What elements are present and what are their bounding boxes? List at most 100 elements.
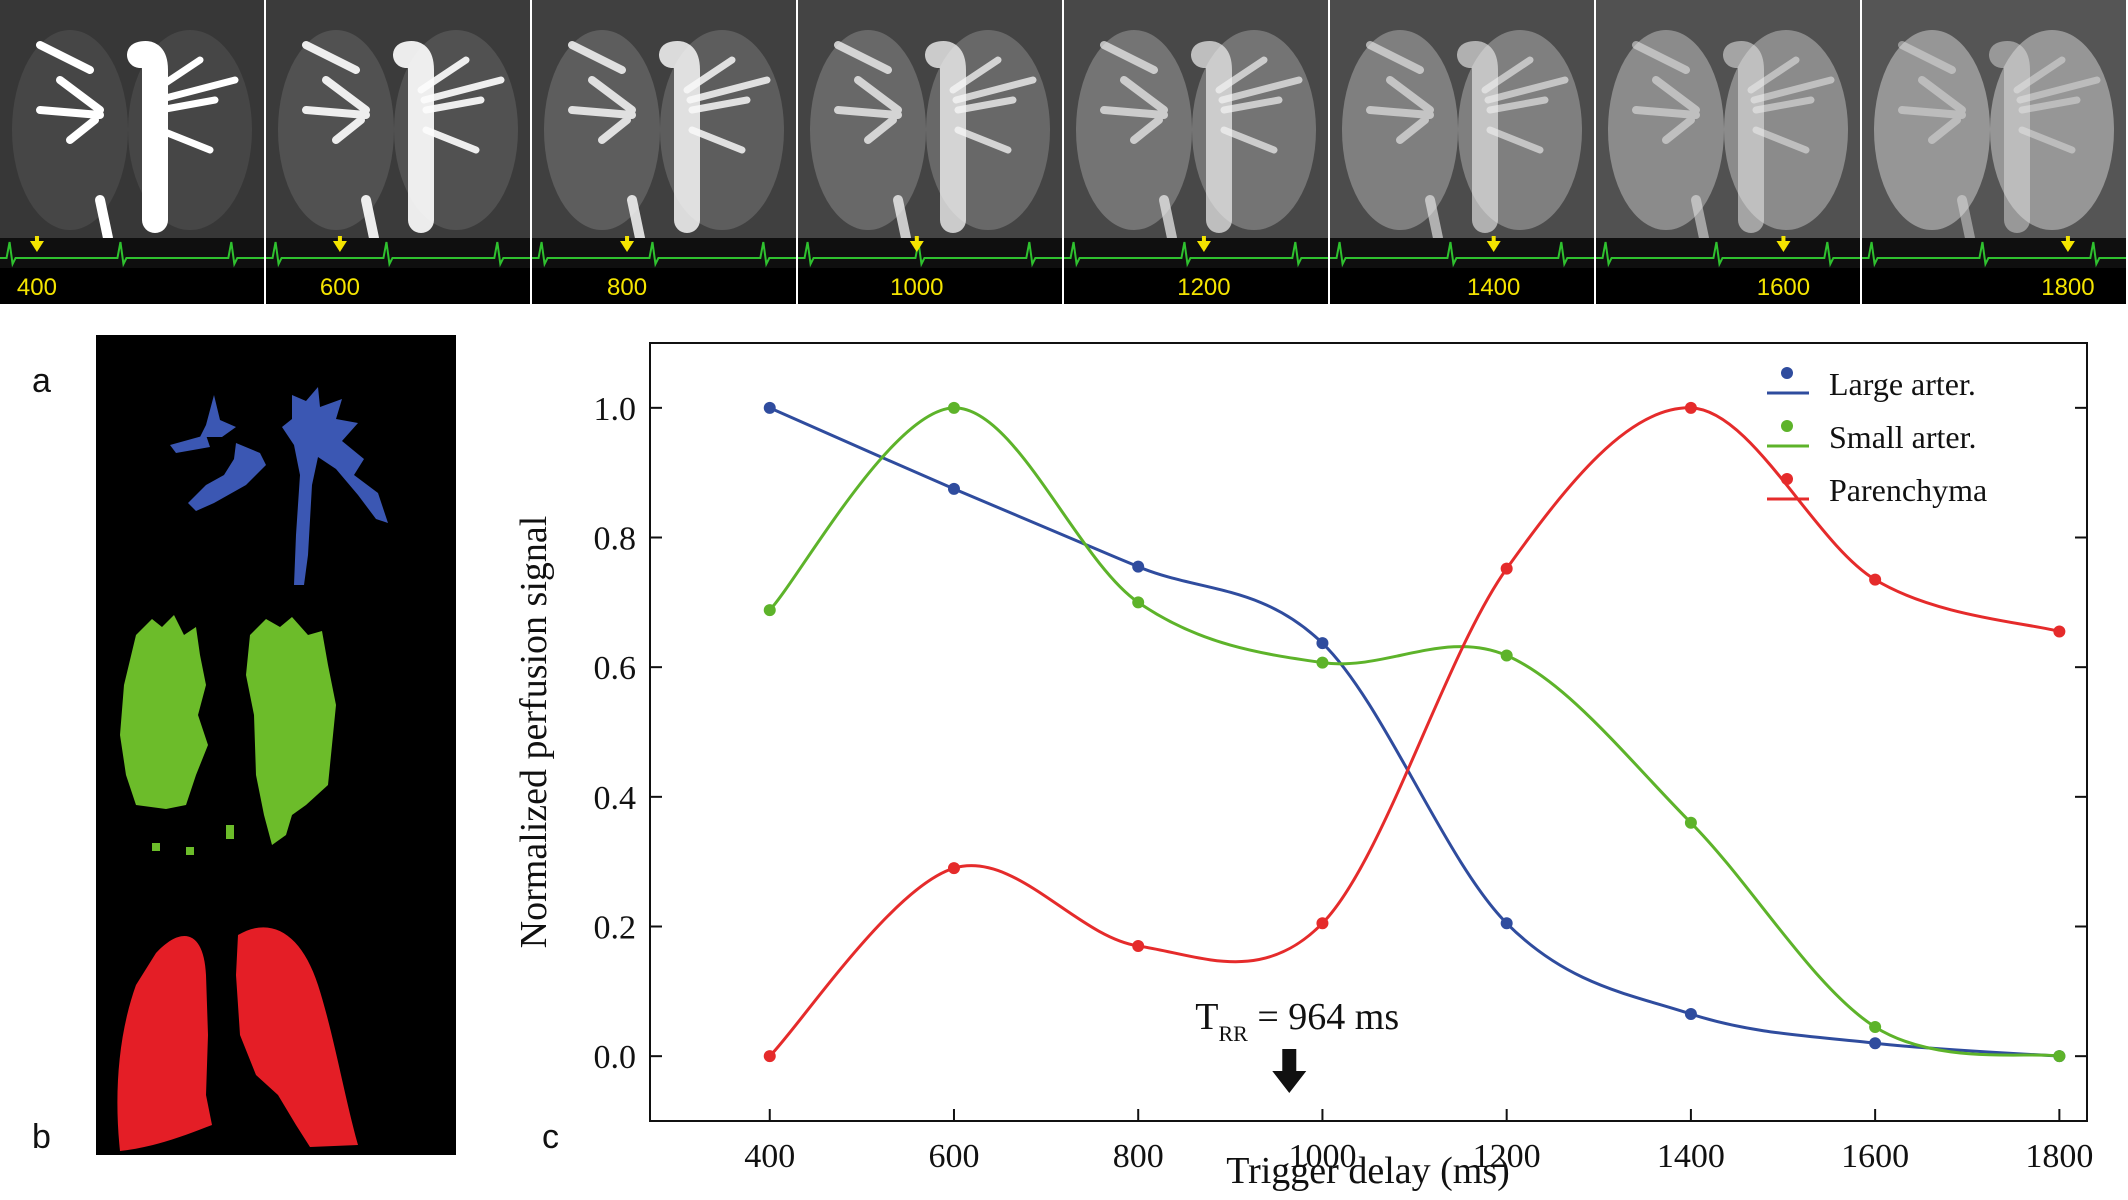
data-point-parenchyma bbox=[947, 862, 960, 875]
frame-delay-label: 600 bbox=[320, 274, 360, 301]
data-point-small-arter bbox=[1316, 656, 1329, 669]
trigger-arrow-icon bbox=[1196, 241, 1211, 252]
data-point-small-arter bbox=[1684, 816, 1697, 829]
frame-delay-label: 1800 bbox=[2041, 274, 2094, 301]
trigger-arrow-icon bbox=[29, 241, 44, 252]
lung-left-shape bbox=[1608, 30, 1724, 230]
data-point-parenchyma bbox=[1684, 401, 1697, 414]
ecg-trace bbox=[1064, 241, 1328, 268]
ecg-strip bbox=[1330, 238, 1594, 268]
y-tick-label: 1.0 bbox=[594, 391, 637, 428]
vessel-tree bbox=[36, 41, 239, 243]
legend-entry: Large arter. bbox=[1767, 366, 1976, 402]
series-line-large-arter bbox=[769, 406, 2060, 1058]
frame-delay-label: 1000 bbox=[890, 274, 943, 301]
mri-frame: 800 bbox=[532, 0, 796, 304]
legend-entry: Parenchyma bbox=[1767, 472, 1987, 508]
data-point-small-arter bbox=[1132, 596, 1145, 609]
data-point-parenchyma bbox=[2053, 625, 2066, 638]
legend-label: Small arter. bbox=[1829, 419, 1977, 455]
data-point-parenchyma bbox=[1500, 562, 1513, 575]
y-tick-label: 0.2 bbox=[594, 910, 637, 947]
trigger-arrow-icon bbox=[620, 241, 635, 252]
data-point-parenchyma bbox=[1316, 917, 1329, 930]
vessel-tree bbox=[568, 41, 771, 243]
y-axis-title: Normalized perfusion signal bbox=[513, 516, 555, 949]
y-tick-label: 0.8 bbox=[594, 521, 637, 558]
x-tick-label: 400 bbox=[744, 1138, 795, 1175]
mri-frame: 1200 bbox=[1064, 0, 1328, 304]
vessel-tree bbox=[1632, 41, 1835, 243]
frame-delay-label: 1600 bbox=[1757, 274, 1810, 301]
mri-frame: 1800 bbox=[1862, 0, 2126, 304]
x-tick-label: 1200 bbox=[1473, 1138, 1541, 1175]
data-point-large-arter bbox=[947, 482, 960, 495]
data-point-small-arter bbox=[2053, 1050, 2066, 1063]
legend-marker bbox=[1781, 473, 1793, 485]
x-tick-label: 1800 bbox=[2025, 1138, 2093, 1175]
frame-delay-label: 1400 bbox=[1467, 274, 1520, 301]
ecg-strip bbox=[1596, 238, 1860, 268]
data-point-large-arter bbox=[1869, 1037, 1882, 1050]
trr-annotation: TRR = 964 ms bbox=[1195, 996, 1399, 1093]
label-bar bbox=[266, 268, 530, 304]
label-bar bbox=[1862, 268, 2126, 304]
panel-letter-c: c bbox=[542, 1118, 559, 1156]
panel-letter-b: b bbox=[32, 1118, 51, 1156]
trigger-arrow-icon bbox=[909, 241, 924, 252]
legend-entry: Small arter. bbox=[1767, 419, 1977, 455]
mri-frame: 600 bbox=[266, 0, 530, 304]
segmentation-maps bbox=[96, 335, 456, 1155]
lung-right-shape bbox=[1990, 30, 2114, 230]
trigger-arrow-icon bbox=[2060, 241, 2075, 252]
data-point-parenchyma bbox=[1132, 939, 1145, 952]
vessel-tree bbox=[1898, 41, 2101, 243]
data-point-large-arter bbox=[763, 401, 776, 414]
y-tick-label: 0.4 bbox=[594, 780, 637, 817]
trigger-arrow-icon bbox=[1486, 241, 1501, 252]
data-point-large-arter bbox=[1684, 1008, 1697, 1021]
vessel-tree bbox=[302, 41, 505, 243]
label-bar bbox=[1330, 268, 1594, 304]
ecg-trace bbox=[266, 241, 530, 268]
trigger-arrow-icon bbox=[1776, 241, 1791, 252]
label-bar bbox=[1064, 268, 1328, 304]
data-point-large-arter bbox=[1500, 917, 1513, 930]
ecg-strip bbox=[1862, 238, 2126, 268]
data-point-small-arter bbox=[763, 604, 776, 617]
legend-label: Parenchyma bbox=[1829, 472, 1987, 508]
trr-label: TRR = 964 ms bbox=[1195, 996, 1399, 1046]
ecg-trace bbox=[1596, 241, 1860, 268]
ecg-strip bbox=[266, 238, 530, 268]
lung-left-shape bbox=[12, 30, 128, 230]
trigger-arrow-icon bbox=[332, 241, 347, 252]
data-point-small-arter bbox=[1500, 649, 1513, 662]
data-point-small-arter bbox=[947, 401, 960, 414]
ecg-trace bbox=[532, 241, 796, 268]
label-bar bbox=[1596, 268, 1860, 304]
panel-letter-a: a bbox=[32, 362, 51, 400]
frame-delay-label: 800 bbox=[607, 274, 647, 301]
ecg-strip bbox=[798, 238, 1062, 268]
ecg-trace bbox=[0, 241, 264, 268]
ecg-strip bbox=[532, 238, 796, 268]
legend-label: Large arter. bbox=[1829, 366, 1976, 402]
lung-left-shape bbox=[278, 30, 394, 230]
down-arrow-icon bbox=[1272, 1049, 1307, 1093]
large-arteries-map bbox=[170, 387, 388, 585]
parenchyma-map bbox=[117, 927, 358, 1151]
data-point-large-arter bbox=[1316, 637, 1329, 650]
mri-frame-strip: 400 600 800 1000 1200 1400 1600 1800 bbox=[0, 0, 2128, 306]
x-tick-label: 1400 bbox=[1657, 1138, 1725, 1175]
ecg-trace bbox=[1862, 241, 2126, 268]
label-bar bbox=[532, 268, 796, 304]
series-line-parenchyma bbox=[768, 406, 2060, 1058]
y-tick-label: 0.6 bbox=[594, 650, 637, 687]
lung-left-shape bbox=[544, 30, 660, 230]
frame-delay-label: 1200 bbox=[1177, 274, 1230, 301]
x-axis-title: Trigger delay (ms) bbox=[1226, 1150, 1510, 1192]
mri-frame: 1400 bbox=[1330, 0, 1594, 304]
label-bar bbox=[0, 268, 264, 304]
frame-delay-label: 400 bbox=[17, 274, 57, 301]
legend-marker bbox=[1781, 420, 1793, 432]
